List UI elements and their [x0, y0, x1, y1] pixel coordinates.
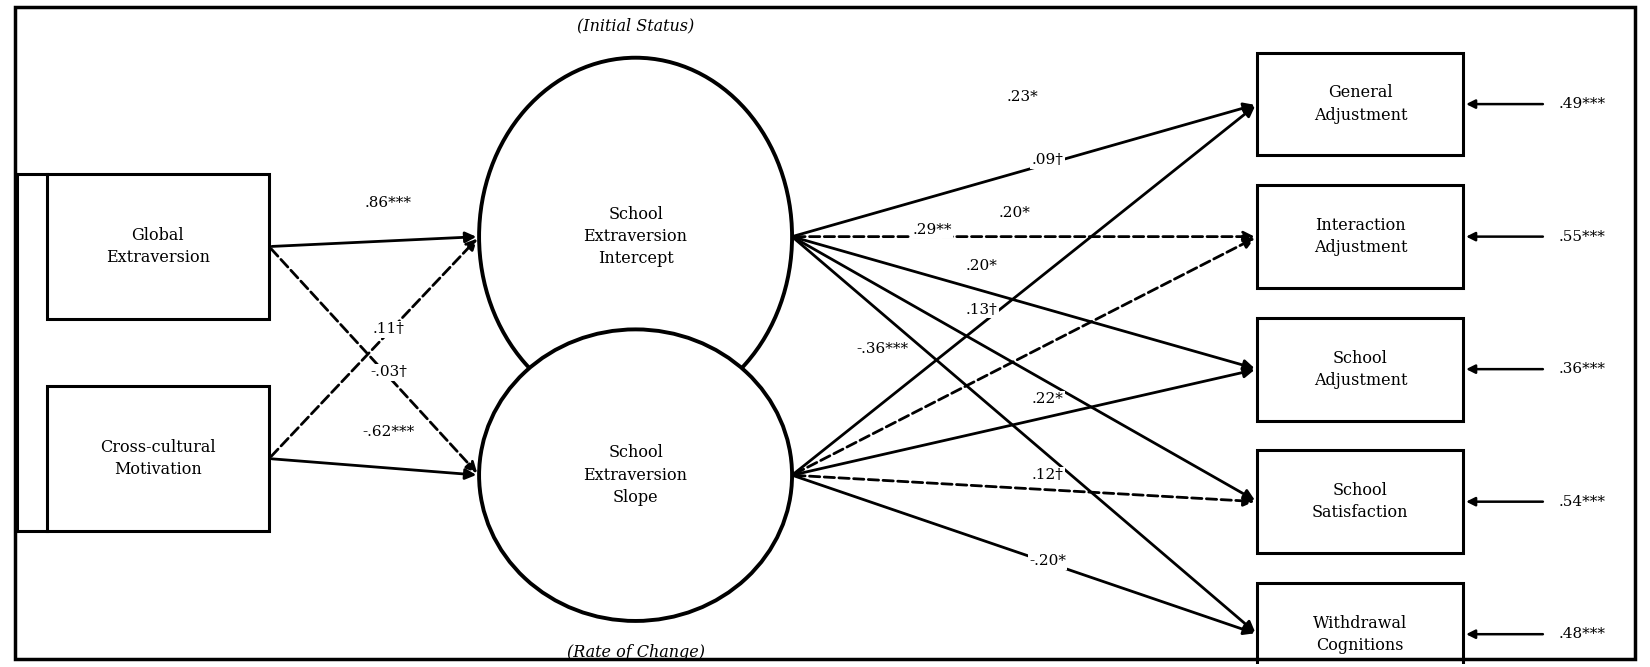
Text: Cross-cultural
Motivation: Cross-cultural Motivation	[101, 439, 216, 478]
Bar	[1257, 185, 1464, 288]
Bar	[1257, 450, 1464, 553]
Text: .11†: .11†	[373, 322, 404, 336]
Text: .12†: .12†	[1031, 468, 1063, 482]
Text: -.20*: -.20*	[1030, 554, 1066, 568]
Text: -.62***: -.62***	[363, 425, 414, 439]
Text: (Initial Status): (Initial Status)	[578, 17, 695, 35]
Text: .09†: .09†	[1031, 153, 1063, 167]
Text: Interaction
Adjustment: Interaction Adjustment	[1313, 217, 1407, 256]
Text: .23*: .23*	[1006, 91, 1038, 105]
Text: School
Adjustment: School Adjustment	[1313, 350, 1407, 389]
Text: .49***: .49***	[1559, 97, 1605, 111]
Text: .20*: .20*	[965, 259, 997, 273]
Bar	[46, 173, 269, 319]
Text: Global
Extraversion: Global Extraversion	[106, 227, 210, 266]
Bar	[1257, 53, 1464, 155]
Text: General
Adjustment: General Adjustment	[1313, 85, 1407, 123]
Ellipse shape	[478, 58, 792, 416]
Text: Withdrawal
Cognitions: Withdrawal Cognitions	[1313, 614, 1407, 654]
Text: .36***: .36***	[1559, 362, 1605, 376]
Bar	[1257, 317, 1464, 420]
Text: .13†: .13†	[965, 303, 997, 317]
Text: .29**: .29**	[912, 223, 952, 237]
Text: .48***: .48***	[1559, 627, 1605, 641]
Text: .22*: .22*	[1031, 392, 1063, 406]
Bar	[46, 386, 269, 532]
Text: -.36***: -.36***	[856, 342, 909, 356]
Text: .86***: .86***	[365, 197, 412, 211]
Text: (Rate of Change): (Rate of Change)	[566, 644, 705, 661]
Text: -.03†: -.03†	[370, 366, 408, 380]
Bar	[1257, 583, 1464, 667]
Text: School
Satisfaction: School Satisfaction	[1312, 482, 1409, 522]
Text: .54***: .54***	[1559, 495, 1605, 509]
Ellipse shape	[478, 329, 792, 621]
Text: .20*: .20*	[998, 206, 1030, 220]
Text: School
Extraversion
Slope: School Extraversion Slope	[584, 444, 688, 506]
Text: .55***: .55***	[1559, 229, 1605, 243]
Text: School
Extraversion
Intercept: School Extraversion Intercept	[584, 206, 688, 267]
